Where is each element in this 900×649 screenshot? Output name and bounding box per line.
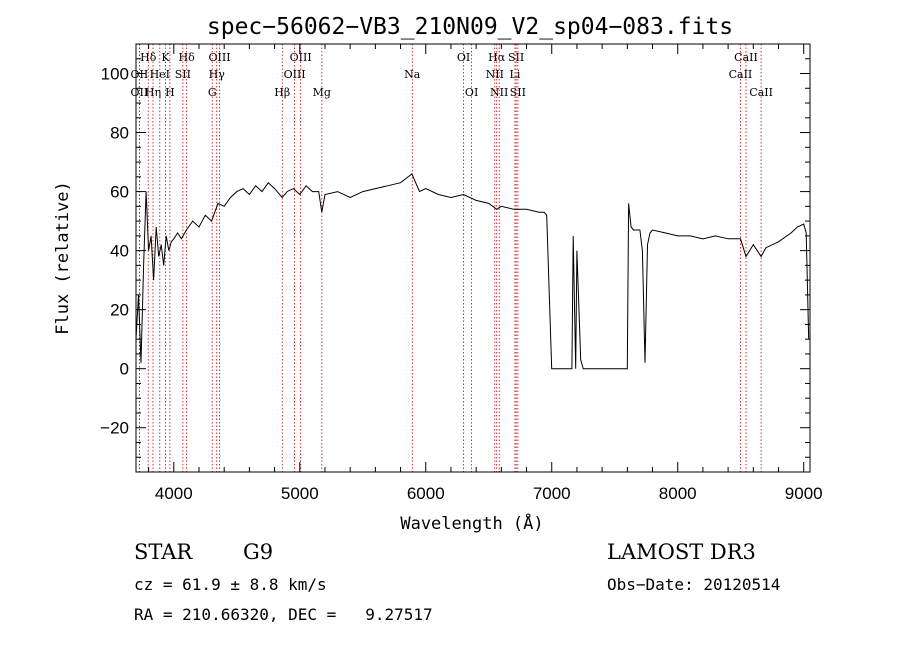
line-marker-label: Hβ (274, 86, 290, 99)
line-marker-label: Hα (488, 51, 506, 64)
y-tick-label: 100 (101, 65, 129, 84)
line-marker-label: NII (486, 68, 504, 81)
line-marker-label: H (165, 86, 175, 99)
redshift-velocity: cz = 61.9 ± 8.8 km/s (134, 575, 327, 594)
x-tick-label: 7000 (533, 484, 571, 503)
line-marker-label: OIII (284, 68, 306, 81)
line-marker-label: SII (508, 51, 524, 64)
y-tick-label: 80 (110, 124, 129, 143)
line-marker-label: Hδ (140, 51, 157, 64)
x-tick-label: 8000 (659, 484, 697, 503)
ra-dec-coordinates: RA = 210.66320, DEC = 9.27517 (134, 605, 433, 624)
line-marker-label: Li (510, 68, 521, 81)
line-marker-label: SII (510, 86, 526, 99)
line-marker-label: Hδ (179, 51, 196, 64)
line-marker-label: Na (404, 68, 421, 81)
line-marker-label: OI (457, 51, 470, 64)
x-tick-label: 6000 (407, 484, 445, 503)
line-marker-label: K (161, 51, 170, 64)
line-marker-label: OIII (208, 51, 230, 64)
line-marker-label: SII (175, 68, 191, 81)
survey-name: LAMOST DR3 (607, 540, 756, 564)
x-axis-label: Wavelength (Å) (400, 512, 543, 534)
line-marker-label: CaII (729, 68, 753, 81)
spectrum-line-0 (135, 173, 810, 370)
line-marker-label: Hη (145, 86, 161, 99)
spectrum-series (135, 173, 810, 370)
object-subclass: G9 (243, 540, 274, 564)
plot-frame (135, 43, 811, 473)
x-tick-label: 5000 (281, 484, 319, 503)
object-class: STAR (134, 540, 193, 564)
x-tick-label: 9000 (785, 484, 823, 503)
line-marker-label: G (208, 86, 217, 99)
line-marker-label: Hγ (209, 68, 226, 81)
line-marker-label: Mg (313, 86, 331, 99)
line-marker-label: OII (131, 86, 149, 99)
chart-title: spec−56062−VB3_210N09_V2_sp04−083.fits (207, 14, 733, 40)
y-tick-label: 60 (110, 183, 129, 202)
line-marker-label: CaII (734, 51, 758, 64)
observation-date: Obs−Date: 20120514 (607, 575, 781, 594)
y-tick-label: 20 (110, 301, 129, 320)
line-marker-label: CaII (749, 86, 773, 99)
axis-ticks: 4000 5000 6000 7000 8000 9000 −20 0 20 40 60 80 100 (100, 44, 823, 503)
y-tick-label: 40 (110, 242, 129, 261)
line-marker-label: OII (131, 68, 149, 81)
line-marker-label: OI (465, 86, 478, 99)
line-marker-label: OIII (290, 51, 312, 64)
y-tick-label: 0 (120, 360, 129, 379)
y-tick-label: −20 (100, 419, 129, 438)
line-marker-label: HeI (150, 68, 170, 81)
line-marker-label: NII (490, 86, 508, 99)
y-axis-label: Flux (relative) (53, 181, 73, 335)
x-tick-label: 4000 (155, 484, 193, 503)
